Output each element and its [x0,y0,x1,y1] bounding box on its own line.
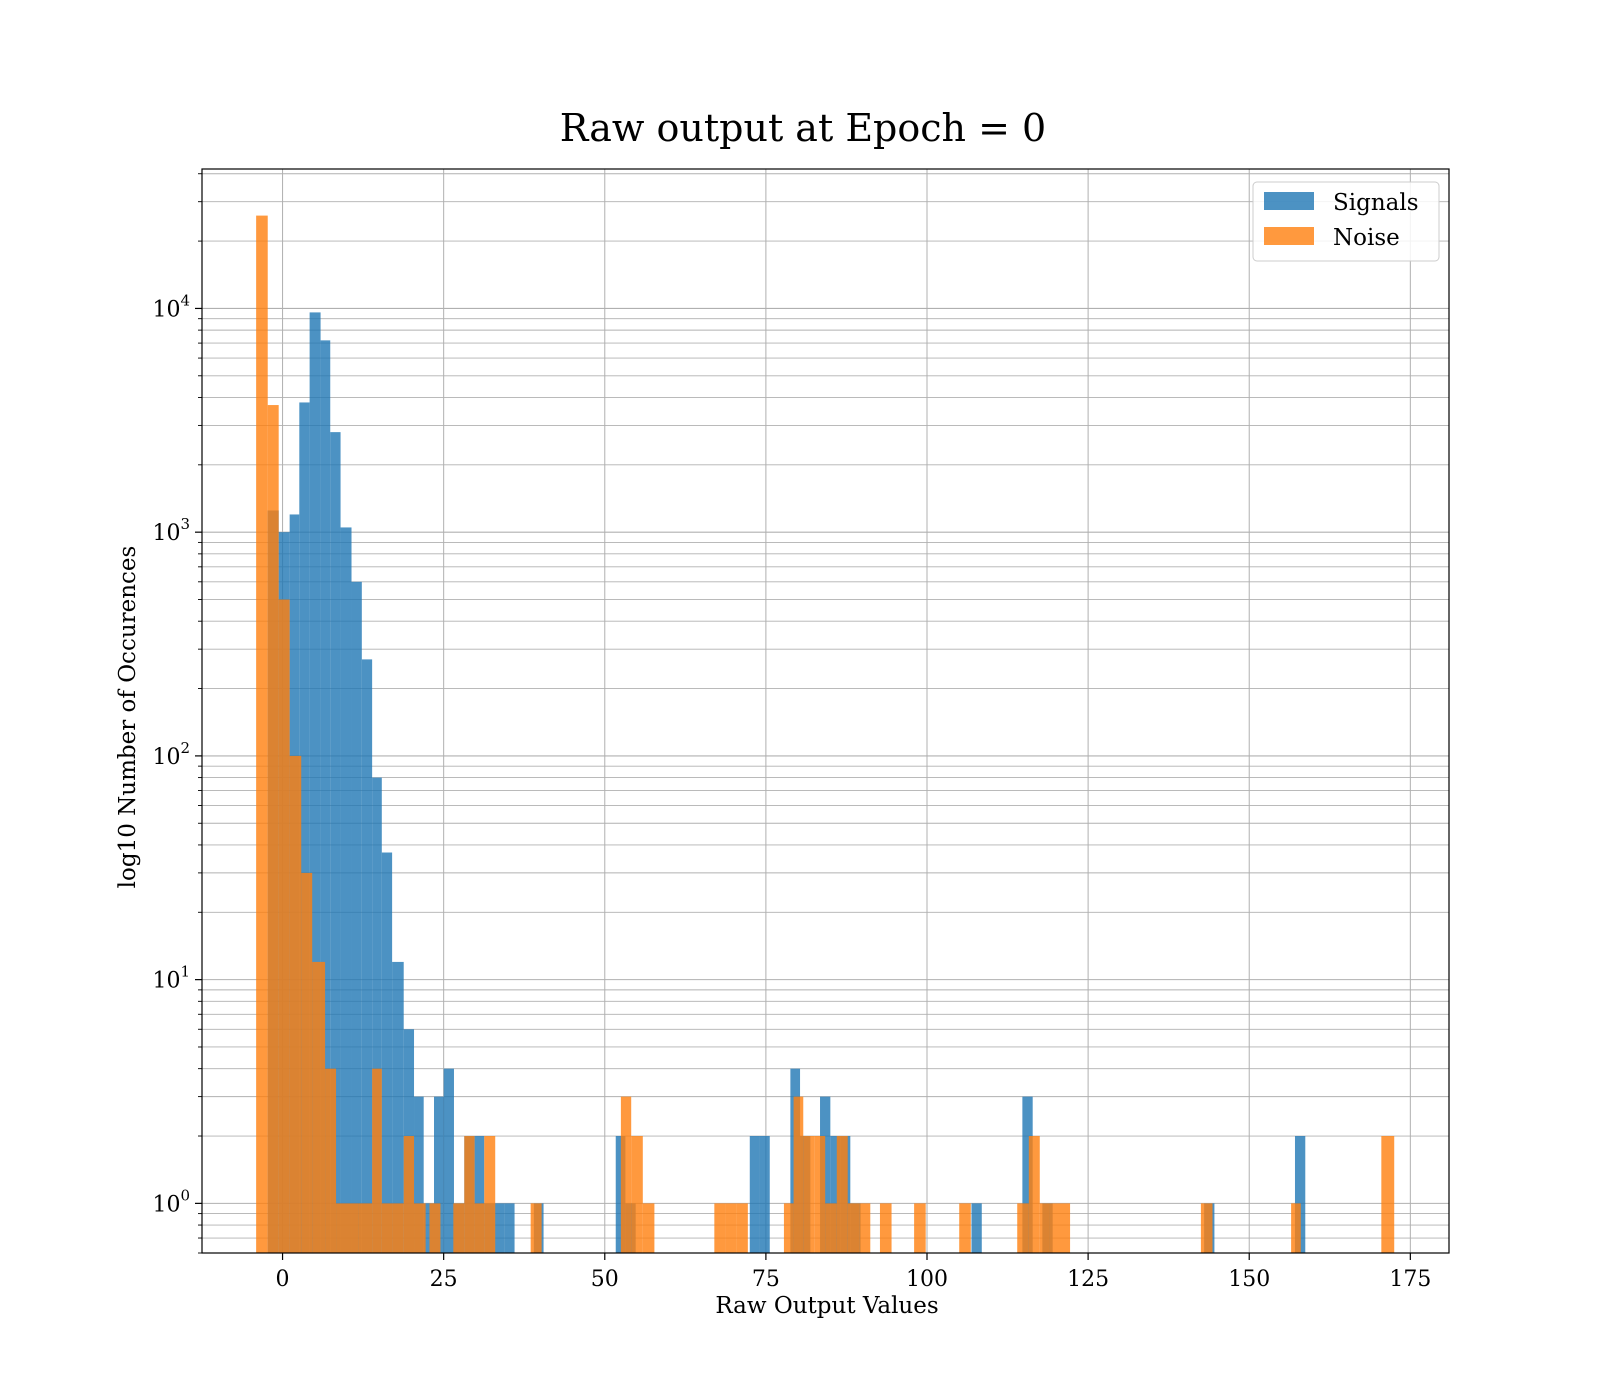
x-tick-label: 150 [1228,1267,1270,1292]
signals-bar [504,1203,515,1253]
noise-bars [256,215,1395,1254]
noise-bar [464,1136,475,1253]
noise-bar [879,1203,892,1253]
signals-bar [381,852,393,1253]
signals-bar [971,1203,982,1253]
noise-bar [814,1136,826,1253]
noise-bar [484,1136,496,1253]
noise-bar [959,1203,971,1253]
signals-bar [299,402,310,1253]
noise-bar [336,1203,347,1253]
noise-bar [803,1136,815,1253]
noise-bar [358,1203,373,1253]
noise-bar [825,1203,837,1253]
legend-swatch-noise [1264,227,1314,245]
signals-bar [361,659,373,1253]
legend: Signals Noise [1252,181,1440,262]
noise-bar [347,1203,359,1253]
x-tick-label: 125 [1067,1267,1109,1292]
legend-swatch-signals [1264,192,1314,210]
x-tick-label: 25 [430,1267,458,1292]
noise-bar [725,1203,737,1253]
noise-bar [530,1203,542,1253]
signals-bar [330,432,341,1253]
y-tick-label: 101 [152,963,190,994]
y-axis-ticks: 100 101 102 103 104 [152,173,202,1254]
signals-bar [392,961,404,1253]
x-tick-label: 100 [906,1267,948,1292]
noise-bar [1200,1203,1213,1253]
noise-bar [859,1203,871,1253]
noise-bar [642,1203,655,1253]
signals-bar [494,1203,505,1253]
x-tick-label: 75 [752,1267,780,1292]
x-axis-ticks: 0 25 50 75 100 125 150 175 [276,1253,1431,1292]
legend-label-signals: Signals [1333,190,1419,216]
y-tick-label: 100 [152,1186,190,1217]
noise-bar [736,1203,748,1253]
signals-bar [443,1068,454,1253]
signals-bar [309,312,321,1253]
noise-bar [312,961,326,1253]
noise-bar [914,1203,926,1253]
noise-bar [847,1203,860,1253]
x-tick-label: 0 [276,1267,290,1292]
signals-bar [414,1096,424,1253]
axes-frame [201,168,1450,1254]
signals-bar [759,1136,770,1253]
signals-bar [351,581,362,1253]
noise-bar [714,1203,726,1253]
noise-bar [1381,1136,1395,1253]
plot-area: 0 25 50 75 100 125 150 175 100 101 102 103 104 [152,168,1450,1292]
signals-bar [1294,1136,1306,1253]
noise-bar [372,1068,382,1253]
signals-bar [320,340,331,1253]
noise-bar [381,1203,393,1253]
noise-bar [429,1203,441,1253]
y-tick-label: 102 [152,739,190,770]
noise-bar [631,1136,643,1253]
noise-bar [414,1203,426,1253]
signals-bar [615,1136,626,1253]
noise-bar [793,1096,804,1253]
y-tick-label: 103 [152,515,190,546]
signals-bar [830,1136,841,1253]
noise-bar [267,405,279,1254]
noise-bar [1039,1203,1050,1253]
chart-title: Raw output at Epoch = 0 [560,106,1046,150]
noise-bar [836,1136,848,1253]
x-tick-label: 175 [1389,1267,1431,1292]
signals-bar [474,1136,485,1253]
signals-bar [1022,1096,1033,1253]
noise-bar [278,599,290,1253]
signals-bar [434,1096,444,1253]
noise-bar [256,215,268,1253]
noise-bar [474,1203,485,1253]
legend-label-noise: Noise [1333,225,1400,251]
signals-bar [372,777,382,1253]
noise-bar [325,1068,337,1253]
noise-bar [289,755,302,1253]
signals-bar [749,1136,760,1253]
y-axis-label: log10 Number of Occurences [115,546,141,889]
x-axis-label: Raw Output Values [715,1293,938,1319]
noise-bar [1291,1203,1301,1253]
noise-bar [403,1136,415,1253]
noise-bar [1017,1203,1029,1253]
noise-bar [783,1203,794,1253]
y-tick-label: 104 [152,291,190,322]
x-tick-label: 50 [591,1267,619,1292]
noise-bar [1049,1203,1071,1253]
noise-bar [392,1203,404,1253]
noise-bar [620,1096,632,1253]
noise-bar [1028,1136,1040,1253]
signals-bar [423,1203,434,1253]
signals-bar [340,527,352,1253]
noise-bar [301,872,313,1253]
noise-bar [453,1203,465,1253]
